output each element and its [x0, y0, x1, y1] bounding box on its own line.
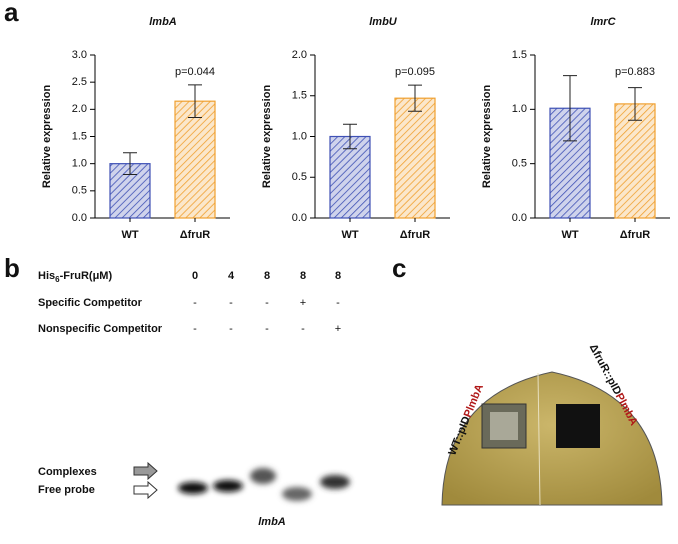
chart-title: lmrC [590, 16, 616, 28]
colony [490, 412, 518, 440]
annotation: p=0.883 [615, 66, 655, 78]
chart-title: lmbU [369, 16, 398, 28]
y-tick-label: 0.5 [512, 158, 527, 170]
lane-value: - [301, 323, 305, 335]
y-tick-label: 0.5 [72, 185, 87, 197]
y-axis-label: Relative expression [481, 85, 493, 189]
chart-title: lmbA [149, 16, 177, 28]
gel-caption: lmbA [258, 516, 286, 528]
gel-band [282, 487, 312, 501]
y-tick-label: 0.0 [512, 212, 527, 224]
error-bar [408, 84, 422, 112]
band-label: Complexes [38, 466, 97, 478]
bar [614, 103, 656, 219]
row-label: Nonspecific Competitor [38, 323, 163, 335]
y-tick-label: 1.5 [512, 49, 527, 61]
band-label: Free probe [38, 484, 95, 496]
panel-label: a [4, 0, 19, 27]
bar-chart: lmrC Relative expression 0.0 0.5 1.0 1.5 WT Δfr… [481, 16, 670, 241]
x-tick-label: WT [121, 229, 138, 241]
x-tick-label: ΔfruR [620, 229, 651, 241]
gel-band [320, 475, 350, 489]
gel-band [250, 468, 276, 484]
y-axis-label: Relative expression [261, 85, 273, 189]
error-bar [188, 84, 202, 118]
y-tick-label: 2.5 [72, 76, 87, 88]
y-tick-label: 1.5 [72, 130, 87, 142]
bar [174, 100, 216, 219]
bar [394, 97, 436, 219]
error-bar [123, 152, 137, 176]
lane-value: - [193, 297, 197, 309]
colony [556, 404, 600, 448]
y-tick-label: 2.0 [72, 103, 87, 115]
y-tick-label: 1.0 [72, 158, 87, 170]
lane-value: 8 [335, 270, 341, 282]
y-tick-label: 2.0 [292, 49, 307, 61]
y-tick-label: 1.0 [292, 130, 307, 142]
error-bar [563, 75, 577, 142]
panel-label: c [392, 253, 406, 283]
annotation: p=0.095 [395, 66, 435, 78]
gel-band [178, 482, 208, 494]
row-label: Specific Competitor [38, 297, 143, 309]
x-tick-label: ΔfruR [400, 229, 431, 241]
gel-band [213, 480, 243, 492]
lane-value: 4 [228, 270, 235, 282]
emsa-panel: His6-FruR(μM) Specific Competitor Nonspe… [38, 270, 360, 528]
concentration-label: His6-FruR(μM) [38, 270, 112, 284]
plate-panel: WT::pIDPlmbA ΔfruR::pIDPlmbA [440, 342, 665, 510]
error-bar [628, 87, 642, 121]
bar-chart: lmbU Relative expression 0.0 0.5 1.0 1.5 2.0 WT… [261, 16, 450, 241]
lane-value: - [265, 297, 269, 309]
label-part: 6 [55, 275, 60, 284]
plate-divider [537, 372, 541, 506]
y-tick-label: 0.0 [72, 212, 87, 224]
lane-value: - [336, 297, 340, 309]
lane-value: - [193, 323, 197, 335]
annotation: p=0.044 [175, 66, 215, 78]
x-tick-label: ΔfruR [180, 229, 211, 241]
lane-value: - [229, 323, 233, 335]
arrow [133, 480, 158, 500]
label-part: His [38, 270, 55, 282]
arrow [133, 461, 158, 481]
lane-value: + [335, 323, 341, 335]
lane-value: - [229, 297, 233, 309]
y-tick-label: 1.5 [292, 90, 307, 102]
y-tick-label: 1.0 [512, 103, 527, 115]
x-tick-label: WT [561, 229, 578, 241]
y-tick-label: 0.0 [292, 212, 307, 224]
error-bar [343, 123, 357, 150]
lane-value: 8 [300, 270, 306, 282]
label-part: -FruR(μM) [60, 270, 113, 282]
x-tick-label: WT [341, 229, 358, 241]
y-axis-label: Relative expression [41, 85, 53, 189]
lane-value: - [265, 323, 269, 335]
lane-value: 0 [192, 270, 198, 282]
y-tick-label: 0.5 [292, 171, 307, 183]
y-tick-label: 3.0 [72, 49, 87, 61]
lane-value: + [300, 297, 306, 309]
panel-label: b [4, 253, 20, 283]
bar-chart: lmbA Relative expression 0.0 0.5 1.0 1.5 2.0 2.… [41, 16, 230, 241]
lane-value: 8 [264, 270, 270, 282]
